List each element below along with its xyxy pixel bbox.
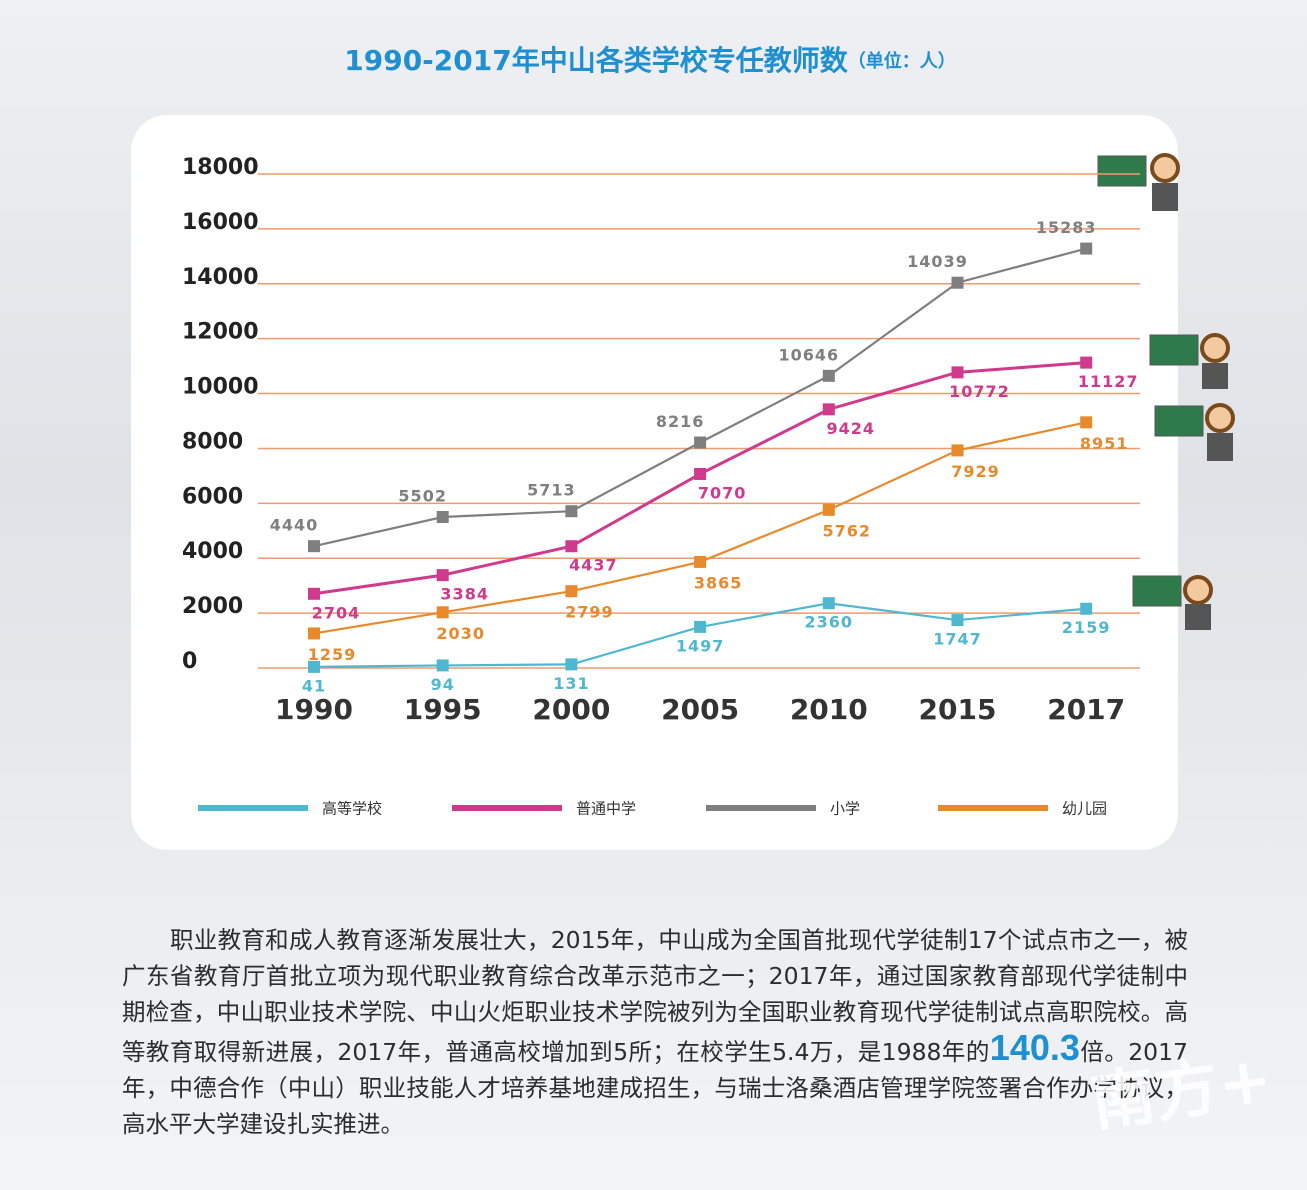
x-tick-label: 2005 bbox=[661, 693, 739, 726]
data-label: 41 bbox=[302, 676, 326, 695]
chart: 1990-2017年中山各类学校专任教师数（单位：人） 0 2000 4000 600… bbox=[131, 44, 1235, 850]
data-label: 2159 bbox=[1062, 618, 1111, 637]
data-label: 5762 bbox=[823, 521, 872, 540]
data-point bbox=[565, 658, 578, 671]
data-label: 14039 bbox=[907, 252, 968, 271]
data-point bbox=[822, 503, 835, 516]
data-point bbox=[822, 597, 835, 610]
data-point bbox=[565, 505, 578, 518]
chart-panel bbox=[131, 115, 1178, 850]
data-label: 5713 bbox=[527, 481, 576, 500]
y-tick-label: 4000 bbox=[182, 539, 243, 564]
article-paragraph: 职业教育和成人教育逐渐发展壮大，2015年，中山成为全国首批现代学徒制17个试点… bbox=[122, 922, 1188, 1142]
data-label: 7070 bbox=[698, 483, 747, 502]
y-tick-label: 16000 bbox=[182, 210, 259, 235]
data-point bbox=[565, 540, 578, 553]
data-label: 8951 bbox=[1080, 434, 1129, 453]
data-point bbox=[694, 620, 707, 633]
data-point bbox=[1080, 242, 1093, 255]
data-label: 94 bbox=[431, 675, 455, 694]
highlight-number: 140.3 bbox=[989, 1027, 1080, 1068]
x-tick-label: 2000 bbox=[532, 693, 610, 726]
data-point bbox=[436, 659, 449, 672]
data-point bbox=[951, 614, 964, 627]
data-label: 10772 bbox=[949, 382, 1010, 401]
data-label: 5502 bbox=[398, 487, 447, 506]
data-label: 8216 bbox=[656, 412, 705, 431]
data-point bbox=[436, 569, 449, 582]
data-label: 15283 bbox=[1036, 218, 1097, 237]
data-point bbox=[1080, 416, 1093, 429]
data-label: 11127 bbox=[1078, 372, 1139, 391]
data-point bbox=[951, 366, 964, 379]
data-label: 3384 bbox=[440, 585, 489, 604]
data-label: 1259 bbox=[308, 645, 357, 664]
data-label: 2704 bbox=[312, 603, 361, 622]
article-text: 倍。2017年，中德合作（中山）职业技能人才培养基地建成招生，与瑞士洛桑酒店管理… bbox=[122, 1038, 1189, 1138]
data-label: 9424 bbox=[827, 419, 876, 438]
x-tick-label: 1995 bbox=[404, 693, 482, 726]
y-tick-label: 8000 bbox=[182, 429, 243, 454]
chart-title: 1990-2017年中山各类学校专任教师数（单位：人） bbox=[344, 44, 955, 77]
data-label: 4437 bbox=[569, 556, 618, 575]
data-point bbox=[694, 436, 707, 449]
y-tick-label: 2000 bbox=[182, 594, 243, 619]
data-label: 7929 bbox=[951, 462, 1000, 481]
subtitle: （单位：人） bbox=[848, 50, 956, 72]
data-point bbox=[308, 660, 320, 673]
data-point bbox=[1080, 356, 1093, 369]
data-label: 1747 bbox=[933, 630, 982, 649]
data-label: 2030 bbox=[436, 624, 485, 643]
y-tick-label: 0 bbox=[182, 649, 197, 674]
data-label: 10646 bbox=[778, 345, 839, 364]
legend-label: 小学 bbox=[830, 800, 860, 818]
y-tick-label: 10000 bbox=[182, 375, 259, 400]
data-label: 2799 bbox=[565, 603, 614, 622]
title-text: 1990-2017年中山各类学校专任教师数 bbox=[344, 44, 848, 77]
data-point bbox=[951, 276, 964, 289]
x-tick-label: 2015 bbox=[919, 693, 997, 726]
data-label: 131 bbox=[553, 674, 589, 693]
data-point bbox=[308, 627, 320, 640]
data-point bbox=[308, 587, 320, 600]
data-point bbox=[565, 585, 578, 598]
data-label: 1497 bbox=[676, 636, 725, 655]
legend-label: 幼儿园 bbox=[1062, 800, 1107, 818]
x-tick-label: 1990 bbox=[275, 693, 353, 726]
data-point bbox=[436, 511, 449, 524]
data-label: 4440 bbox=[270, 516, 319, 535]
legend-label: 普通中学 bbox=[576, 800, 636, 818]
y-tick-label: 12000 bbox=[182, 320, 259, 345]
legend-label: 高等学校 bbox=[322, 800, 382, 818]
article-text: 职业教育和成人教育逐渐发展壮大，2015年，中山成为全国首批现代学徒制17个试点… bbox=[122, 926, 1188, 1066]
data-point bbox=[694, 467, 707, 480]
x-tick-label: 2010 bbox=[790, 693, 868, 726]
data-label: 2360 bbox=[805, 613, 854, 632]
data-point bbox=[822, 369, 835, 382]
data-point bbox=[308, 540, 320, 553]
data-point bbox=[822, 403, 835, 416]
data-point bbox=[1080, 602, 1093, 615]
data-label: 3865 bbox=[694, 573, 743, 592]
y-tick-label: 14000 bbox=[182, 265, 259, 290]
data-point bbox=[694, 555, 707, 568]
data-point bbox=[951, 444, 964, 457]
y-tick-label: 18000 bbox=[182, 155, 259, 180]
x-tick-label: 2017 bbox=[1047, 693, 1125, 726]
y-tick-label: 6000 bbox=[182, 484, 243, 509]
teacher-icons bbox=[1097, 153, 1235, 630]
data-point bbox=[436, 606, 449, 619]
